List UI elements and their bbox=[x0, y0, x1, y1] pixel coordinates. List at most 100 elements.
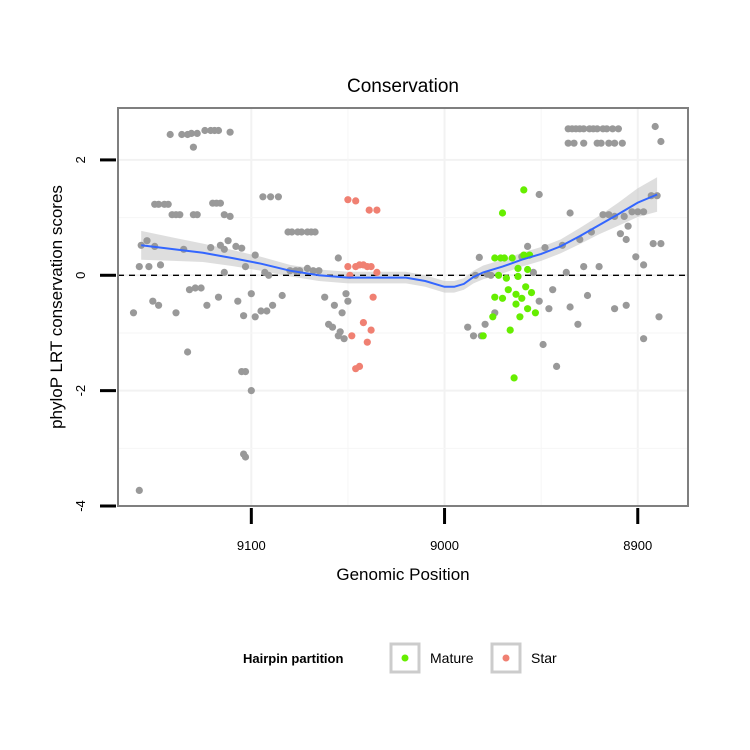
point-other bbox=[149, 297, 157, 305]
point-other bbox=[649, 240, 657, 248]
point-other bbox=[234, 297, 242, 305]
point-star bbox=[352, 365, 360, 373]
point-other bbox=[311, 228, 319, 236]
point-other bbox=[155, 301, 163, 309]
point-other bbox=[303, 264, 311, 272]
point-mature bbox=[531, 309, 540, 317]
point-other bbox=[640, 208, 648, 216]
point-other bbox=[622, 235, 630, 244]
point-other bbox=[247, 290, 255, 298]
y-tick-label: -4 bbox=[73, 500, 88, 512]
point-other bbox=[657, 137, 665, 146]
point-other bbox=[616, 230, 625, 238]
point-other bbox=[189, 143, 197, 151]
point-other bbox=[176, 211, 184, 219]
point-other bbox=[549, 286, 557, 294]
legend-star-swatch bbox=[502, 654, 510, 662]
point-other bbox=[214, 293, 223, 301]
point-other bbox=[185, 286, 194, 294]
point-mature bbox=[518, 294, 526, 302]
point-other bbox=[487, 271, 495, 279]
point-star bbox=[355, 261, 364, 269]
point-star bbox=[367, 326, 375, 334]
point-other bbox=[166, 130, 174, 139]
point-other bbox=[580, 263, 588, 271]
point-other bbox=[640, 261, 648, 269]
point-other bbox=[241, 368, 250, 376]
point-mature bbox=[502, 274, 510, 282]
x-axis-label: Genomic Position bbox=[336, 565, 469, 584]
x-tick-label: 8900 bbox=[623, 538, 652, 553]
point-other bbox=[315, 267, 323, 275]
point-other bbox=[657, 240, 665, 248]
point-other bbox=[274, 193, 282, 201]
point-other bbox=[191, 284, 199, 292]
point-mature bbox=[479, 332, 487, 340]
point-other bbox=[220, 245, 228, 253]
point-other bbox=[624, 222, 632, 230]
point-star bbox=[363, 338, 371, 346]
point-mature bbox=[524, 305, 532, 313]
point-other bbox=[267, 193, 275, 201]
plot-panel bbox=[118, 108, 688, 506]
point-other bbox=[247, 387, 255, 395]
point-other bbox=[609, 125, 617, 133]
point-other bbox=[129, 309, 138, 317]
legend: Hairpin partition Mature Star bbox=[243, 642, 557, 674]
point-other bbox=[336, 328, 344, 336]
point-star bbox=[344, 263, 352, 271]
point-other bbox=[220, 268, 228, 276]
point-mature bbox=[527, 289, 536, 297]
point-other bbox=[172, 309, 180, 317]
point-star bbox=[348, 332, 356, 340]
point-other bbox=[469, 332, 478, 340]
point-mature bbox=[489, 313, 497, 321]
point-mature bbox=[512, 300, 520, 308]
point-other bbox=[178, 130, 186, 139]
point-other bbox=[535, 190, 543, 199]
point-other bbox=[135, 486, 143, 494]
plot-border bbox=[117, 107, 689, 507]
point-other bbox=[240, 312, 248, 320]
point-other bbox=[338, 309, 346, 317]
y-axis-label: phyloP LRT conservation scores bbox=[47, 185, 66, 429]
point-other bbox=[570, 139, 578, 147]
point-other bbox=[224, 237, 232, 245]
point-other bbox=[605, 211, 613, 219]
point-mature bbox=[520, 186, 528, 194]
point-other bbox=[481, 320, 489, 328]
point-other bbox=[288, 228, 296, 236]
point-other bbox=[143, 237, 151, 245]
point-other bbox=[562, 268, 570, 276]
point-other bbox=[330, 301, 338, 309]
point-other bbox=[553, 362, 561, 370]
point-other bbox=[155, 200, 163, 208]
legend-key-mature bbox=[389, 642, 421, 674]
point-other bbox=[599, 211, 607, 219]
point-other bbox=[232, 242, 240, 250]
point-mature bbox=[508, 254, 516, 262]
point-other bbox=[193, 211, 201, 219]
point-other bbox=[545, 305, 553, 313]
legend-label-star: Star bbox=[531, 650, 557, 666]
point-star bbox=[369, 293, 377, 301]
point-other bbox=[535, 297, 543, 305]
point-other bbox=[251, 251, 259, 259]
point-other bbox=[197, 284, 205, 292]
point-other bbox=[135, 263, 143, 271]
point-star bbox=[363, 263, 371, 271]
point-other bbox=[634, 208, 642, 216]
point-other bbox=[583, 291, 592, 300]
point-mature bbox=[514, 272, 522, 280]
point-other bbox=[238, 244, 246, 252]
point-other bbox=[156, 261, 165, 269]
confidence-band bbox=[141, 177, 658, 293]
point-mature bbox=[500, 254, 508, 262]
point-star bbox=[373, 206, 381, 214]
point-other bbox=[226, 212, 234, 220]
point-other bbox=[524, 242, 532, 250]
legend-title: Hairpin partition bbox=[243, 651, 343, 666]
point-other bbox=[220, 211, 228, 219]
point-star bbox=[344, 196, 352, 204]
